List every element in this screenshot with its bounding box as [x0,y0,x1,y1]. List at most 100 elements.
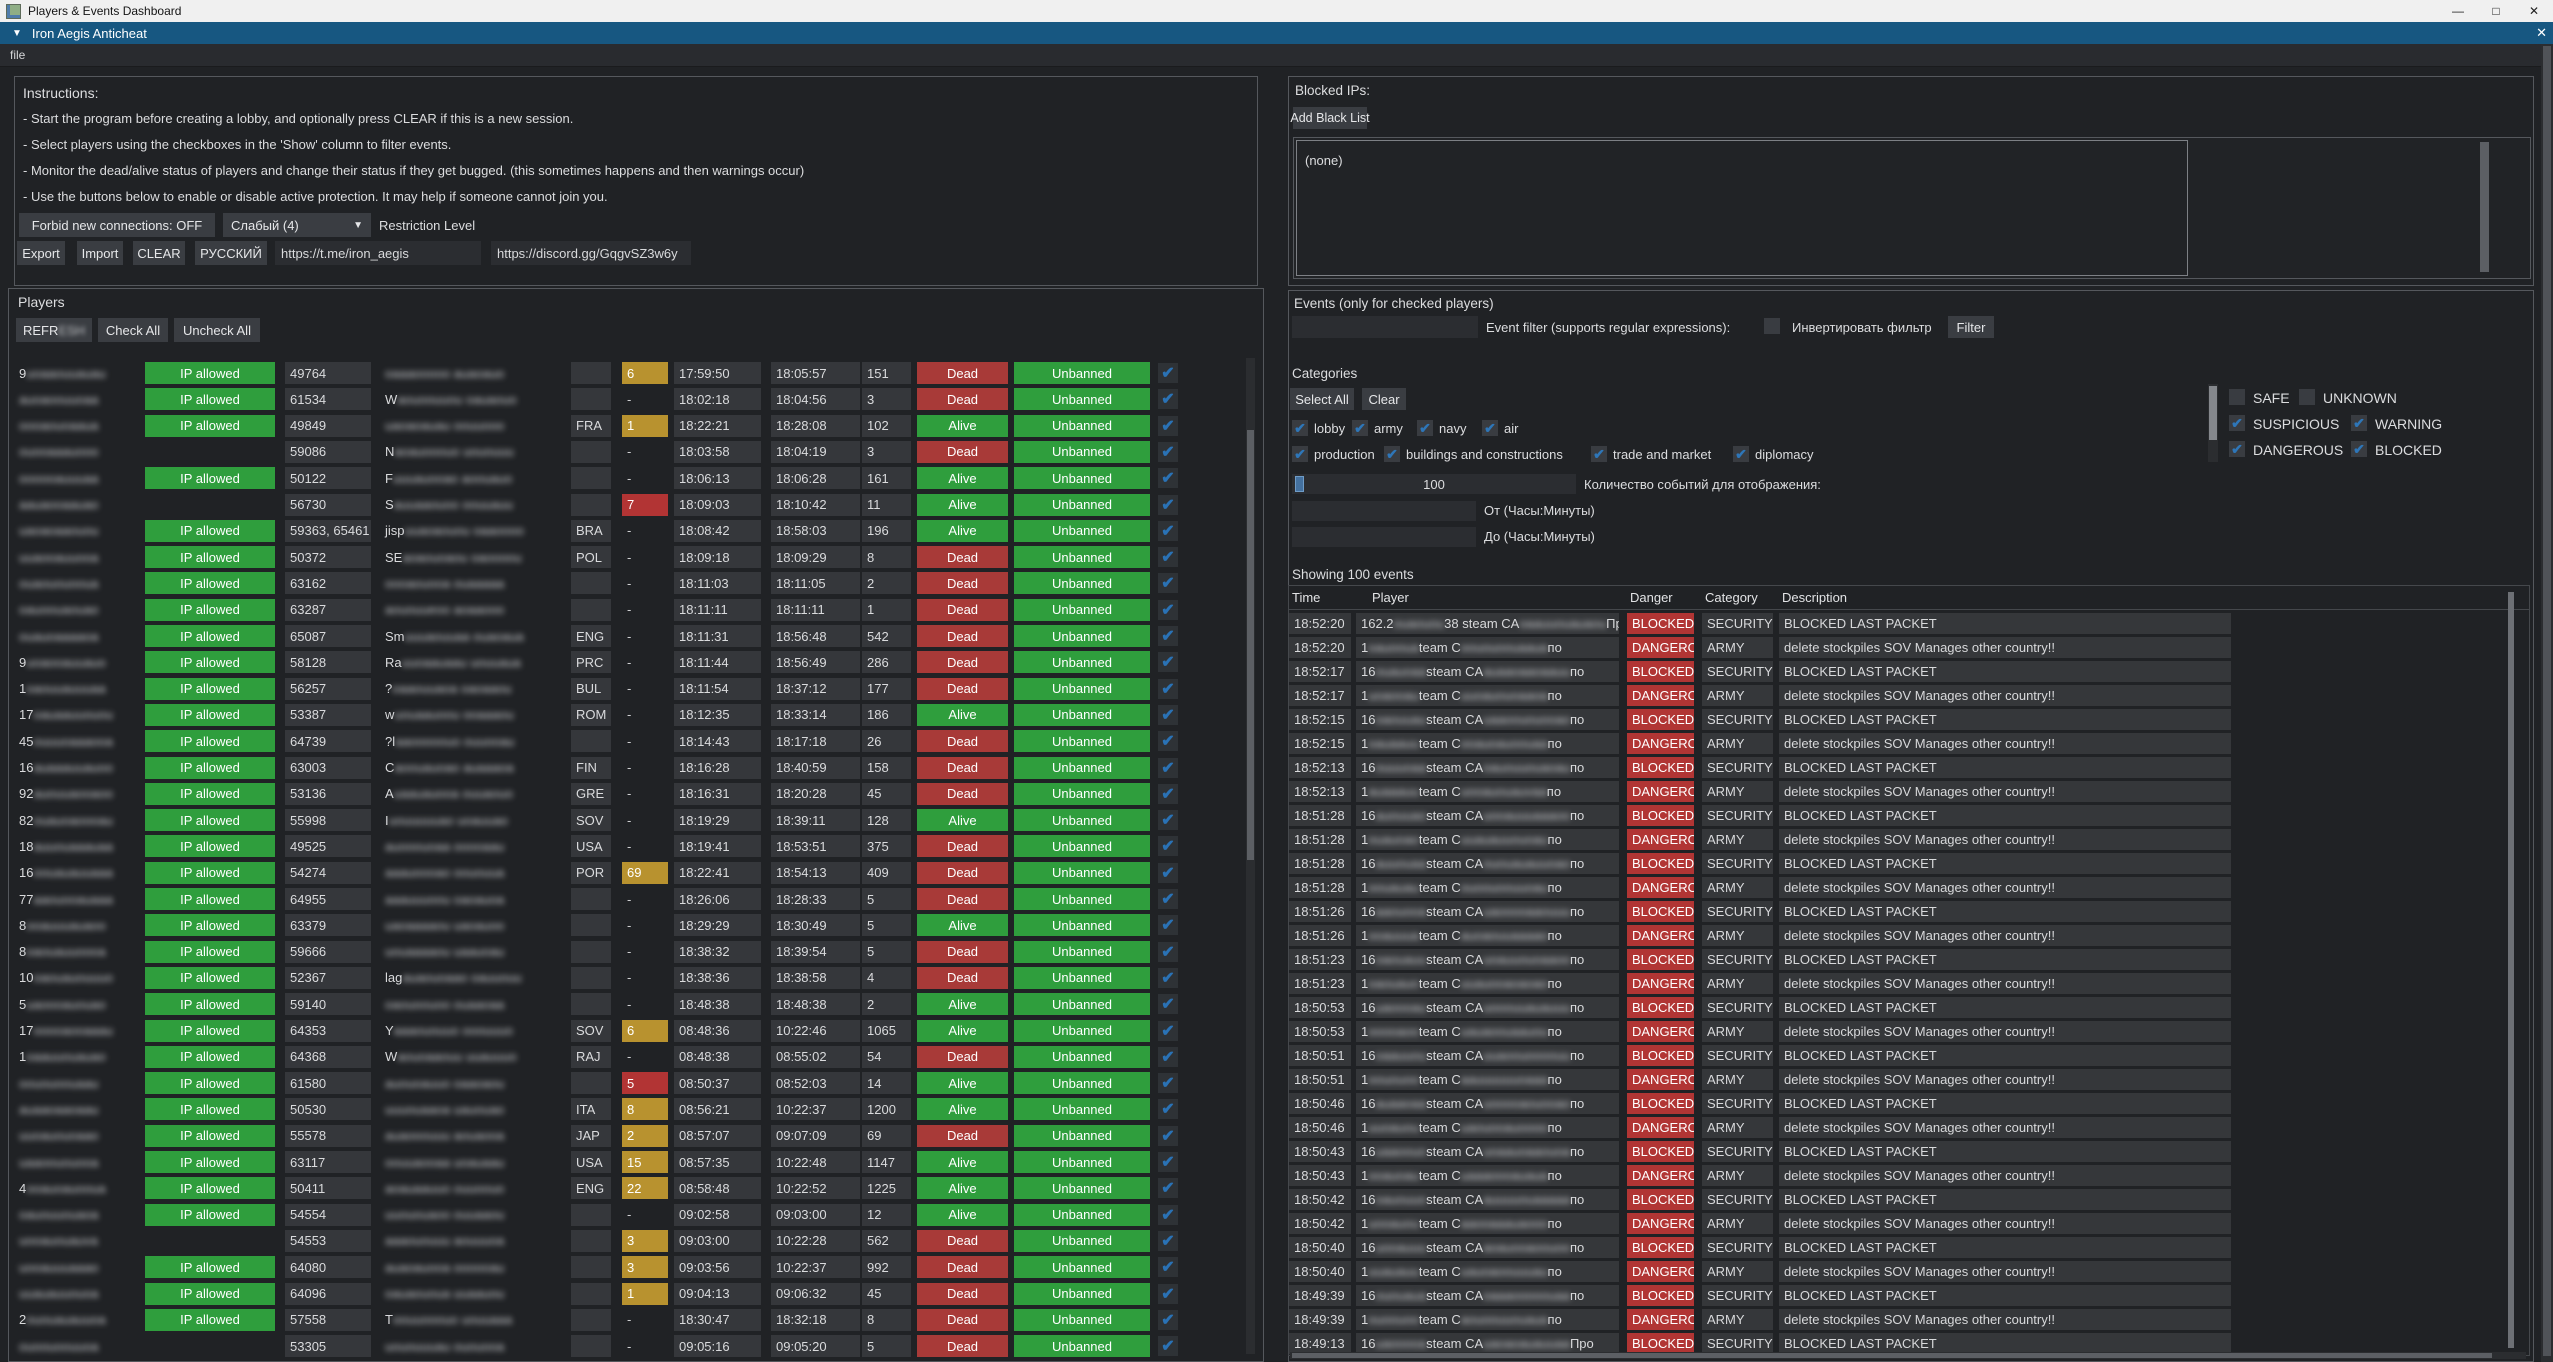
player-ban-button[interactable]: Unbanned [1014,572,1150,595]
player-show-checkbox[interactable]: ✔ [1158,626,1178,646]
ip-allowed-button[interactable]: IP allowed [145,1256,275,1279]
events-scrollbar-thumb[interactable] [2508,592,2514,1348]
maximize-button[interactable]: □ [2492,4,2500,18]
restriction-level-dropdown[interactable]: Слабый (4) ▼ [223,213,371,237]
event-count-slider[interactable]: 100 [1292,474,1576,494]
invert-filter-checkbox[interactable] [1764,318,1780,334]
ip-allowed-button[interactable]: IP allowed [145,1124,275,1147]
player-ban-button[interactable]: Unbanned [1014,414,1150,437]
severity-checkbox-blocked[interactable]: ✔ [2351,441,2367,457]
player-status-button[interactable]: Dead [917,756,1008,779]
player-show-checkbox[interactable]: ✔ [1158,1283,1178,1304]
severity-checkbox-dangerous[interactable]: ✔ [2229,441,2245,457]
player-status-button[interactable]: Alive [917,1203,1008,1226]
ip-allowed-button[interactable]: IP allowed [145,467,275,490]
ip-allowed-button[interactable]: IP allowed [145,1072,275,1095]
ip-allowed-button[interactable]: IP allowed [145,861,275,884]
player-ban-button[interactable]: Unbanned [1014,1335,1150,1358]
select-all-button[interactable]: Select All [1290,388,1354,410]
ip-allowed-button[interactable]: IP allowed [145,1019,275,1042]
player-show-checkbox[interactable]: ✔ [1158,757,1178,778]
player-status-button[interactable]: Dead [917,782,1008,805]
players-scrollbar-track[interactable] [1246,358,1255,1354]
player-ban-button[interactable]: Unbanned [1014,993,1150,1016]
ip-allowed-button[interactable]: IP allowed [145,703,275,726]
player-ban-button[interactable]: Unbanned [1014,730,1150,753]
ip-allowed-button[interactable]: IP allowed [145,888,275,910]
player-status-button[interactable]: Alive [917,1177,1008,1200]
player-show-checkbox[interactable]: ✔ [1158,704,1178,725]
player-ban-button[interactable]: Unbanned [1014,1256,1150,1279]
events-hscrollbar-thumb[interactable] [1292,1353,2492,1358]
ip-allowed-button[interactable]: IP allowed [145,598,275,621]
player-status-button[interactable]: Alive [917,1019,1008,1042]
player-ban-button[interactable]: Unbanned [1014,1098,1150,1121]
menu-file[interactable]: file [10,48,26,62]
player-status-button[interactable]: Alive [917,467,1008,490]
player-status-button[interactable]: Alive [917,993,1008,1016]
player-show-checkbox[interactable]: ✔ [1158,941,1178,962]
blocked-ips-listbox[interactable]: (none) [1293,137,2531,279]
events-column-category[interactable]: Category [1705,590,1758,605]
player-ban-button[interactable]: Unbanned [1014,388,1150,411]
player-show-checkbox[interactable]: ✔ [1158,1020,1178,1041]
player-show-checkbox[interactable]: ✔ [1158,731,1178,752]
player-status-button[interactable]: Dead [917,572,1008,595]
player-ban-button[interactable]: Unbanned [1014,703,1150,726]
ip-allowed-button[interactable]: IP allowed [145,414,275,437]
player-ban-button[interactable]: Unbanned [1014,440,1150,463]
app-header-close-icon[interactable]: ✕ [2536,25,2547,40]
ip-allowed-button[interactable]: IP allowed [145,519,275,542]
player-status-button[interactable]: Dead [917,730,1008,753]
ip-allowed-button[interactable]: IP allowed [145,651,275,674]
ip-allowed-button[interactable]: IP allowed [145,756,275,779]
clear-button[interactable]: CLEAR [133,241,185,265]
player-ban-button[interactable]: Unbanned [1014,1203,1150,1226]
player-show-checkbox[interactable]: ✔ [1158,599,1178,620]
category-checkbox-production[interactable]: ✔ [1292,446,1308,462]
player-show-checkbox[interactable]: ✔ [1158,889,1178,909]
ip-allowed-button[interactable]: IP allowed [145,940,275,963]
player-ban-button[interactable]: Unbanned [1014,1151,1150,1173]
category-checkbox-air[interactable]: ✔ [1482,420,1498,436]
player-ban-button[interactable]: Unbanned [1014,519,1150,542]
player-ban-button[interactable]: Unbanned [1014,546,1150,569]
category-checkbox-lobby[interactable]: ✔ [1292,420,1308,436]
player-ban-button[interactable]: Unbanned [1014,835,1150,858]
player-status-button[interactable]: Dead [917,888,1008,910]
add-black-list-button[interactable]: Add Black List [1290,107,1370,129]
ip-allowed-button[interactable]: IP allowed [145,1177,275,1200]
player-show-checkbox[interactable]: ✔ [1158,994,1178,1015]
slider-thumb[interactable] [1295,476,1304,492]
player-show-checkbox[interactable]: ✔ [1158,1099,1178,1120]
category-checkbox-army[interactable]: ✔ [1352,420,1368,436]
severity-checkbox-suspicious[interactable]: ✔ [2229,415,2245,431]
player-ban-button[interactable]: Unbanned [1014,809,1150,832]
player-show-checkbox[interactable]: ✔ [1158,1073,1178,1094]
player-show-checkbox[interactable]: ✔ [1158,862,1178,883]
player-status-button[interactable]: Alive [917,914,1008,937]
player-status-button[interactable]: Dead [917,835,1008,858]
ip-allowed-button[interactable]: IP allowed [145,625,275,647]
player-show-checkbox[interactable]: ✔ [1158,363,1178,383]
ip-allowed-button[interactable]: IP allowed [145,809,275,832]
player-show-checkbox[interactable]: ✔ [1158,468,1178,489]
ip-allowed-button[interactable]: IP allowed [145,914,275,937]
player-ban-button[interactable]: Unbanned [1014,940,1150,963]
player-ban-button[interactable]: Unbanned [1014,677,1150,700]
collapse-triangle-icon[interactable]: ▼ [12,27,22,39]
category-checkbox-navy[interactable]: ✔ [1417,420,1433,436]
import-button[interactable]: Import [77,241,123,265]
player-show-checkbox[interactable]: ✔ [1158,389,1178,410]
ip-allowed-button[interactable]: IP allowed [145,1151,275,1173]
player-status-button[interactable]: Alive [917,1151,1008,1173]
player-status-button[interactable]: Dead [917,966,1008,989]
player-ban-button[interactable]: Unbanned [1014,1072,1150,1095]
player-status-button[interactable]: Alive [917,1072,1008,1095]
uncheck-all-button[interactable]: Uncheck All [174,318,260,342]
severity-checkbox-safe[interactable] [2229,389,2245,405]
player-status-button[interactable]: Alive [917,519,1008,542]
blocked-ips-scrollbar-thumb[interactable] [2480,142,2489,272]
player-status-button[interactable]: Dead [917,651,1008,674]
player-ban-button[interactable]: Unbanned [1014,598,1150,621]
